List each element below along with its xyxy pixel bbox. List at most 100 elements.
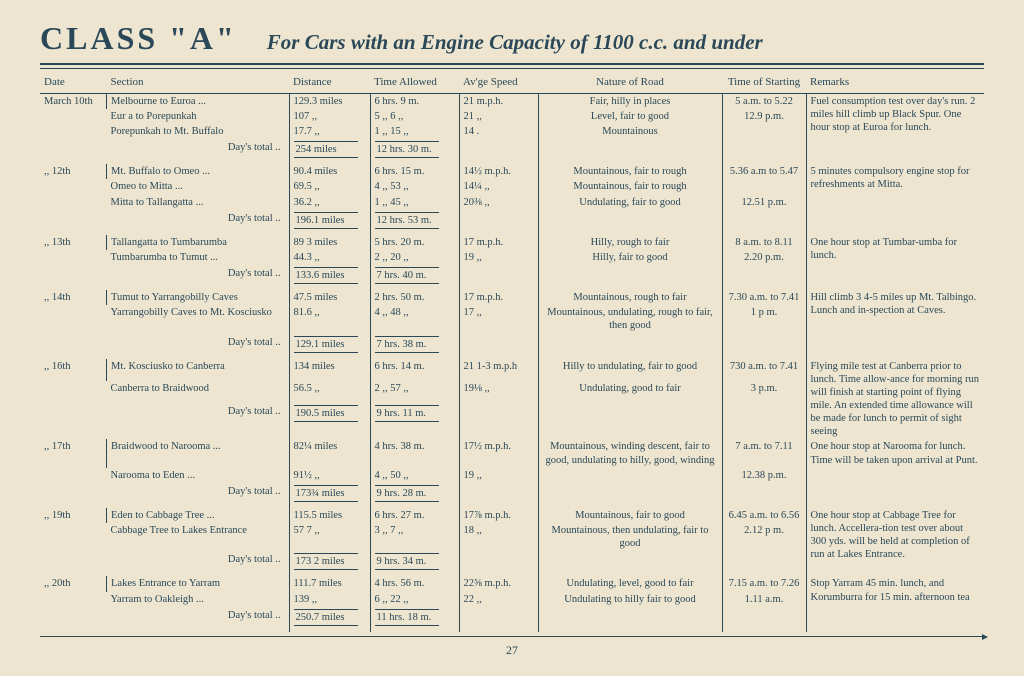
day-total-time: 9 hrs. 34 m. — [370, 551, 459, 576]
section-cell: Tallangatta to Tumbarumba — [107, 235, 290, 250]
time-cell: 1 ,, 45 ,, — [370, 195, 459, 210]
dist-cell: 81.6 ,, — [289, 305, 370, 333]
start-cell — [722, 124, 806, 139]
title-row: CLASS "A" For Cars with an Engine Capaci… — [40, 20, 984, 57]
date-cell: ,, 16th — [40, 359, 107, 440]
speed-cell: 22 ,, — [459, 592, 538, 607]
date-cell: ,, 14th — [40, 290, 107, 359]
speed-cell: 17 ,, — [459, 305, 538, 333]
date-cell: March 10th — [40, 93, 107, 164]
nature-cell: Undulating to hilly fair to good — [538, 592, 722, 607]
speed-cell: 19 ,, — [459, 468, 538, 483]
nature-cell: Mountainous, rough to fair — [538, 290, 722, 305]
nature-cell: Hilly, rough to fair — [538, 235, 722, 250]
nature-cell: Fair, hilly in places — [538, 93, 722, 109]
dist-cell: 56.5 ,, — [289, 381, 370, 403]
dist-cell: 107 ,, — [289, 109, 370, 124]
day-total-dist: 254 miles — [289, 139, 370, 164]
time-cell: 5 ,, 6 ,, — [370, 109, 459, 124]
speed-cell: 14½ m.p.h. — [459, 164, 538, 179]
start-cell: 1 p m. — [722, 305, 806, 333]
day-total-dist: 190.5 miles — [289, 403, 370, 440]
day-total-time: 7 hrs. 38 m. — [370, 334, 459, 359]
remarks-cell: One hour stop at Narooma for lunch. Time… — [806, 439, 984, 508]
time-cell: 5 hrs. 20 m. — [370, 235, 459, 250]
nature-cell: Level, fair to good — [538, 109, 722, 124]
day-total-time: 9 hrs. 28 m. — [370, 483, 459, 508]
table-row: ,, 20thLakes Entrance to Yarram111.7 mil… — [40, 576, 984, 591]
dist-cell: 36.2 ,, — [289, 195, 370, 210]
dist-cell: 17.7 ,, — [289, 124, 370, 139]
col-start: Time of Starting — [722, 73, 806, 93]
remarks-cell: One hour stop at Cabbage Tree for lunch.… — [806, 508, 984, 577]
day-total-label: Day's total .. — [107, 334, 290, 359]
dist-cell: 47.5 miles — [289, 290, 370, 305]
nature-cell: Mountainous, fair to good — [538, 508, 722, 523]
col-date: Date — [40, 73, 107, 93]
start-cell: 12.51 p.m. — [722, 195, 806, 210]
section-cell: Canberra to Braidwood — [107, 381, 290, 403]
day-total-dist: 250.7 miles — [289, 607, 370, 632]
date-cell: ,, 13th — [40, 235, 107, 290]
section-cell: Cabbage Tree to Lakes Entrance — [107, 523, 290, 551]
speed-cell: 20⅜ ,, — [459, 195, 538, 210]
col-time: Time Allowed — [370, 73, 459, 93]
bottom-rule — [40, 636, 984, 637]
section-cell: Yarrangobilly Caves to Mt. Kosciusko — [107, 305, 290, 333]
table-row: ,, 17thBraidwood to Narooma ...82¼ miles… — [40, 439, 984, 467]
day-total-label: Day's total .. — [107, 265, 290, 290]
time-cell: 4 ,, 53 ,, — [370, 179, 459, 194]
time-cell: 6 hrs. 15 m. — [370, 164, 459, 179]
time-cell: 4 hrs. 38 m. — [370, 439, 459, 467]
section-cell: Eur a to Porepunkah — [107, 109, 290, 124]
speed-cell: 14¼ ,, — [459, 179, 538, 194]
nature-cell: Mountainous, then undulating, fair to go… — [538, 523, 722, 551]
section-cell: Narooma to Eden ... — [107, 468, 290, 483]
start-cell: 730 a.m. to 7.41 — [722, 359, 806, 381]
speed-cell: 17⅞ m.p.h. — [459, 508, 538, 523]
dist-cell: 44.3 ,, — [289, 250, 370, 265]
speed-cell: 18 ,, — [459, 523, 538, 551]
time-cell: 6 ,, 22 ,, — [370, 592, 459, 607]
col-speed: Av'ge Speed — [459, 73, 538, 93]
speed-cell: 14 . — [459, 124, 538, 139]
day-total-label: Day's total .. — [107, 551, 290, 576]
speed-cell: 21 ,, — [459, 109, 538, 124]
nature-cell: Undulating, level, good to fair — [538, 576, 722, 591]
table-row: ,, 14thTumut to Yarrangobilly Caves47.5 … — [40, 290, 984, 305]
dist-cell: 129.3 miles — [289, 93, 370, 109]
schedule-table: Date Section Distance Time Allowed Av'ge… — [40, 73, 984, 632]
start-cell: 3 p.m. — [722, 381, 806, 403]
speed-cell: 17 m.p.h. — [459, 235, 538, 250]
nature-cell — [538, 468, 722, 483]
time-cell: 3 ,, 7 ,, — [370, 523, 459, 551]
col-remarks: Remarks — [806, 73, 984, 93]
col-section: Section — [107, 73, 290, 93]
day-total-time: 12 hrs. 53 m. — [370, 210, 459, 235]
remarks-cell: 5 minutes compulsory engine stop for ref… — [806, 164, 984, 235]
table-row: ,, 19thEden to Cabbage Tree ...115.5 mil… — [40, 508, 984, 523]
nature-cell: Hilly, fair to good — [538, 250, 722, 265]
day-total-time: 11 hrs. 18 m. — [370, 607, 459, 632]
day-total-label: Day's total .. — [107, 607, 290, 632]
start-cell: 12.38 p.m. — [722, 468, 806, 483]
section-cell: Lakes Entrance to Yarram — [107, 576, 290, 591]
section-cell: Mitta to Tallangatta ... — [107, 195, 290, 210]
section-cell: Eden to Cabbage Tree ... — [107, 508, 290, 523]
dist-cell: 69.5 ,, — [289, 179, 370, 194]
nature-cell: Mountainous, fair to rough — [538, 164, 722, 179]
top-rule — [40, 63, 984, 69]
nature-cell: Mountainous, fair to rough — [538, 179, 722, 194]
section-cell: Tumut to Yarrangobilly Caves — [107, 290, 290, 305]
page-number: 27 — [40, 643, 984, 658]
start-cell: 7.30 a.m. to 7.41 — [722, 290, 806, 305]
day-total-label: Day's total .. — [107, 139, 290, 164]
time-cell: 4 ,, 48 ,, — [370, 305, 459, 333]
speed-cell: 19⅛ ,, — [459, 381, 538, 403]
start-cell: 7 a.m. to 7.11 — [722, 439, 806, 467]
dist-cell: 90.4 miles — [289, 164, 370, 179]
header-row: Date Section Distance Time Allowed Av'ge… — [40, 73, 984, 93]
start-cell: 12.9 p.m. — [722, 109, 806, 124]
start-cell: 5 a.m. to 5.22 — [722, 93, 806, 109]
dist-cell: 111.7 miles — [289, 576, 370, 591]
